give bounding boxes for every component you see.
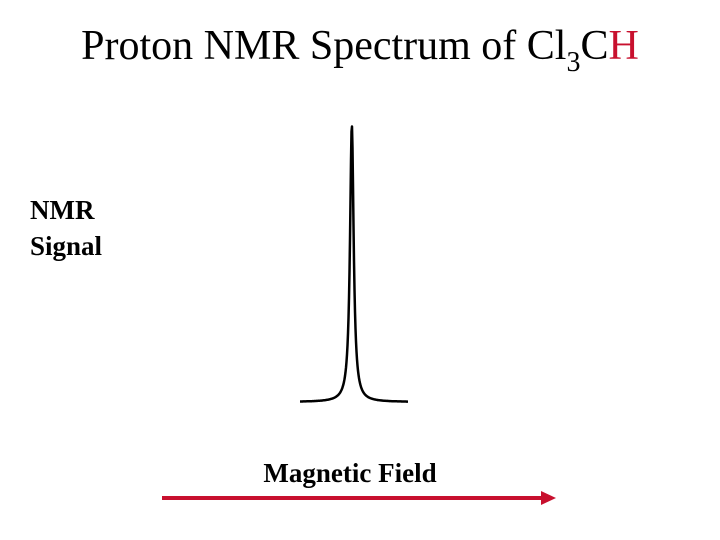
y-axis-label-line-1: NMR bbox=[30, 195, 95, 225]
title-highlight-h: H bbox=[608, 23, 639, 69]
title-subscript: 3 bbox=[566, 47, 581, 78]
title-prefix: Proton NMR Spectrum of Cl bbox=[81, 23, 567, 69]
y-axis-label-line-2: Signal bbox=[30, 231, 103, 261]
magnetic-field-arrow-head bbox=[541, 491, 556, 505]
x-axis-label: Magnetic Field bbox=[263, 458, 437, 488]
y-axis-label: NMR Signal bbox=[30, 192, 140, 264]
spectrum-trace bbox=[299, 125, 409, 403]
slide-title: Proton NMR Spectrum of Cl3CH bbox=[0, 20, 720, 78]
title-carbon: C bbox=[580, 23, 609, 69]
